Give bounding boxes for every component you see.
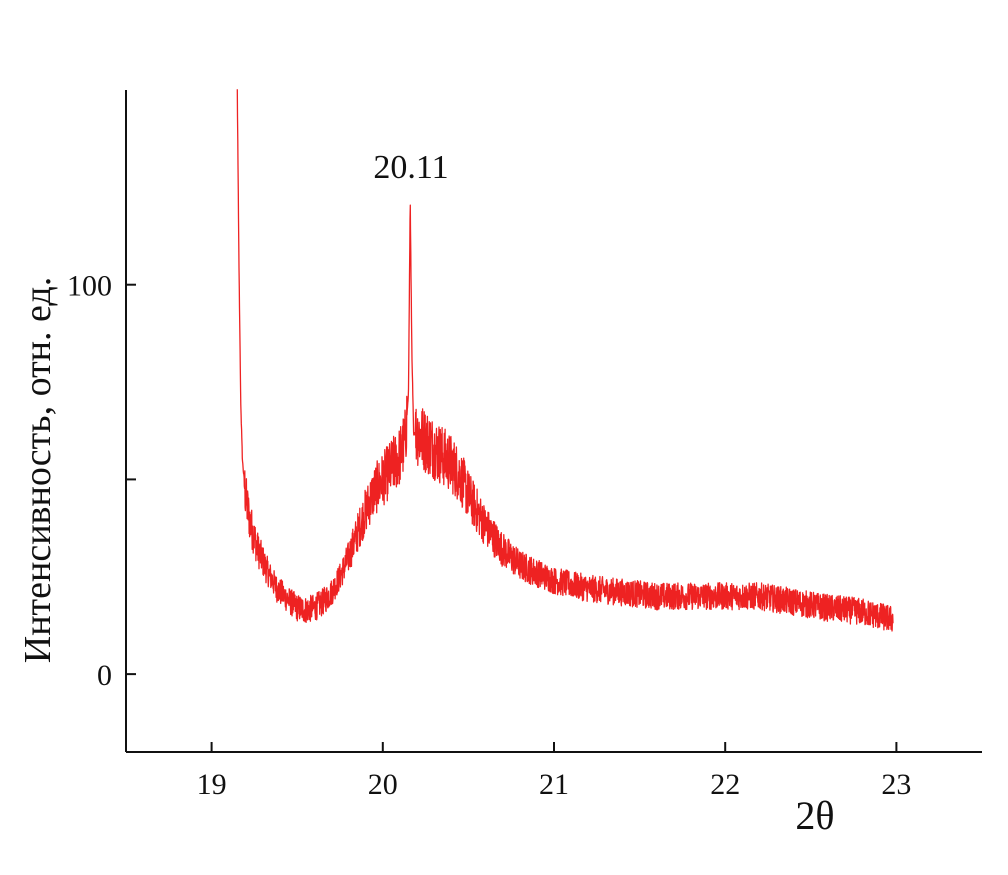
y-ticks: 0 100 <box>67 270 136 692</box>
labels: Интенсивность, отн. ед. 2θ 20.11 <box>17 149 835 838</box>
x-axis-label: 2θ <box>795 793 834 838</box>
x-tick-label: 22 <box>710 768 740 801</box>
x-tick-label: 23 <box>881 768 911 801</box>
plot-area <box>236 89 894 632</box>
x-ticks: 19 20 21 22 23 <box>197 742 911 801</box>
y-tick-label: 100 <box>67 270 112 303</box>
peak-annotation: 20.11 <box>373 149 448 186</box>
x-tick-label: 20 <box>368 768 398 801</box>
x-tick-label: 21 <box>539 768 569 801</box>
y-tick-label: 0 <box>97 659 112 692</box>
x-tick-label: 19 <box>197 768 227 801</box>
y-axis-label: Интенсивность, отн. ед. <box>17 277 59 663</box>
axes <box>125 90 982 753</box>
series-line <box>236 89 894 632</box>
